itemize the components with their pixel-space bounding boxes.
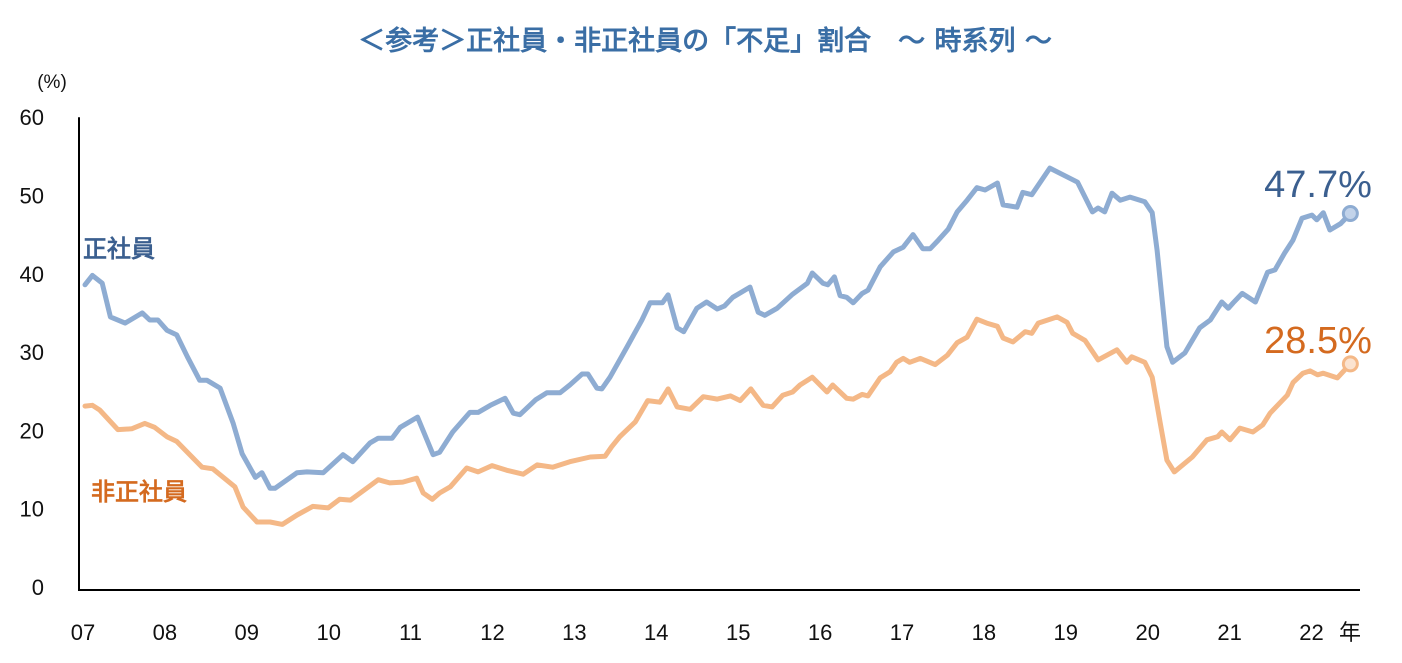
y-tick-label: 0	[32, 575, 44, 600]
series-line-0	[82, 165, 1353, 491]
x-tick-label: 19	[1054, 620, 1078, 645]
y-axis-unit-label: (%)	[37, 72, 67, 93]
series-end-marker-0	[1341, 205, 1359, 223]
x-tick-label: 07	[71, 620, 95, 645]
chart-title: ＜参考＞正社員・非正社員の「不足」割合 ～ 時系列 ～	[358, 25, 1052, 57]
x-tick-label: 17	[890, 620, 914, 645]
x-tick-label: 21	[1217, 620, 1241, 645]
x-tick-label: 10	[316, 620, 340, 645]
x-tick-label: 15	[726, 620, 750, 645]
x-tick-label: 14	[644, 620, 668, 645]
x-tick-label: 13	[562, 620, 586, 645]
end-value-label-seishain: 47.7%	[1264, 164, 1372, 206]
x-tick-label: 18	[972, 620, 996, 645]
x-axis-unit-label: 年	[1339, 620, 1361, 645]
x-tick-label: 20	[1135, 620, 1159, 645]
series-label-hiseishain: 非正社員	[91, 478, 187, 506]
series-end-marker-1	[1341, 355, 1359, 373]
x-tick-label: 22	[1299, 620, 1323, 645]
y-tick-label: 10	[20, 497, 44, 522]
x-tick-labels: 07 08 09 10 11 12 13 14 15 16 17 18 19 20 21 22	[71, 620, 1324, 645]
y-tick-label: 30	[20, 340, 44, 365]
y-tick-label: 60	[20, 105, 44, 130]
series-lines	[82, 165, 1359, 527]
x-tick-label: 11	[399, 620, 422, 645]
series-line-1	[82, 314, 1353, 527]
y-tick-labels: 0 10 20 30 40 50 60	[20, 105, 44, 600]
series-label-seishain: 正社員	[83, 235, 155, 263]
x-tick-label: 16	[808, 620, 832, 645]
end-value-label-hiseishain: 28.5%	[1264, 320, 1372, 362]
y-tick-label: 20	[20, 418, 44, 443]
x-tick-label: 09	[235, 620, 259, 645]
y-tick-label: 40	[20, 262, 44, 287]
x-tick-label: 08	[153, 620, 177, 645]
axes	[78, 117, 1360, 591]
y-tick-label: 50	[20, 184, 44, 209]
x-tick-label: 12	[480, 620, 504, 645]
